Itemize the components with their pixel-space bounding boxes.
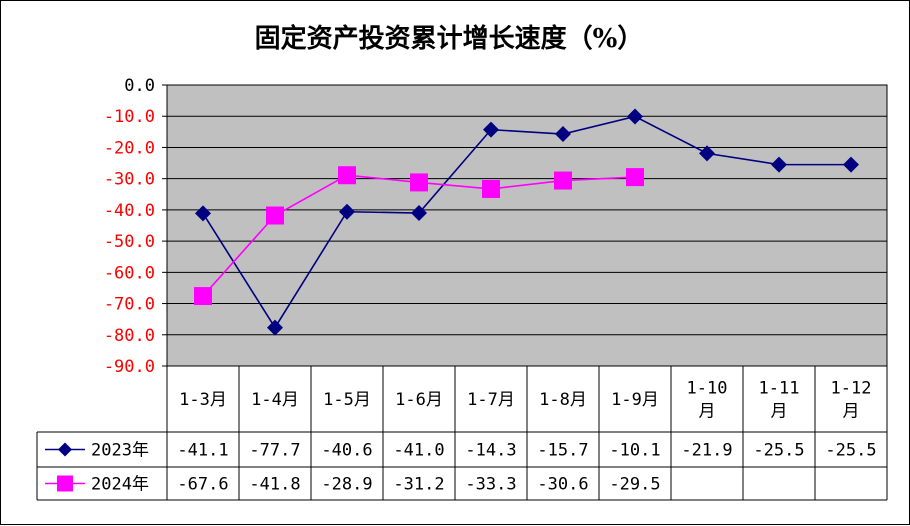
table-value-cell: -30.6: [537, 475, 588, 495]
x-category-label: 1-9月: [611, 390, 659, 410]
table-value-cell: -21.9: [681, 441, 732, 461]
legend-series-name: 2024年: [91, 475, 149, 495]
data-point-diamond: [195, 205, 211, 222]
x-category-label: 1-6月: [395, 390, 443, 410]
x-category-label: 月: [699, 402, 716, 422]
y-tick-label: -20.0: [104, 138, 155, 158]
table-value-cell: -40.6: [321, 441, 372, 461]
x-category-label: 1-3月: [179, 390, 227, 410]
x-category-label: 1-11: [759, 379, 800, 399]
y-tick-label: -80.0: [104, 326, 155, 346]
y-tick-label: 0.0: [124, 76, 155, 96]
y-tick-label: -70.0: [104, 295, 155, 315]
x-category-label: 月: [843, 402, 860, 422]
legend-square-key: [57, 475, 73, 492]
legend-series-name: 2023年: [91, 441, 149, 461]
x-category-label: 1-8月: [539, 390, 587, 410]
series-line-1: [202, 115, 851, 330]
legend-diamond-key: [58, 442, 72, 457]
data-table: 1-3月 1-4月 1-5月 1-6月 1-7月 1-8月 1-9月 1-10 月 1-11 月 1-…: [36, 366, 888, 501]
y-tick-label: -60.0: [104, 263, 155, 283]
x-category-label: 1-10: [687, 379, 728, 399]
data-point-diamond: [339, 203, 355, 220]
table-value-cell: -67.6: [177, 475, 228, 495]
data-point-diamond: [555, 126, 571, 143]
data-point-diamond: [267, 319, 283, 336]
table-value-cell: -25.5: [753, 441, 804, 461]
x-category-label: 1-12: [831, 379, 872, 399]
table-value-cell: -41.1: [177, 441, 228, 461]
data-point-square: [626, 168, 644, 187]
data-point-square: [338, 166, 356, 185]
x-category-label: 1-7月: [467, 390, 515, 410]
x-category-label: 月: [771, 402, 788, 422]
table-value-cell: -41.0: [393, 441, 444, 461]
table-value-cell: -31.2: [393, 475, 444, 495]
y-tick-label: -10.0: [104, 107, 155, 127]
data-point-diamond: [411, 205, 427, 222]
data-point-square: [194, 287, 212, 306]
data-point-diamond: [699, 145, 715, 162]
table-value-cell: -41.8: [249, 475, 300, 495]
chart-title: 固定资产投资累计增长速度（%）: [255, 23, 644, 54]
x-category-label: 1-4月: [251, 390, 299, 410]
y-tick-label: -40.0: [104, 201, 155, 221]
table-value-cell: -15.7: [537, 441, 588, 461]
y-tick-label: -30.0: [104, 170, 155, 190]
table-value-cell: -10.1: [609, 441, 660, 461]
data-point-diamond: [771, 156, 787, 173]
data-point-square: [266, 206, 284, 225]
table-value-cell: -28.9: [321, 475, 372, 495]
y-tick-label: -50.0: [104, 232, 155, 252]
table-value-cell: -25.5: [825, 441, 876, 461]
data-point-diamond: [483, 121, 499, 138]
y-axis-ticks: 0.0 -10.0 -20.0 -30.0 -40.0 -50.0 -60.0 -70.0 -8…: [104, 76, 155, 377]
series-layer: [194, 108, 859, 336]
data-point-diamond: [843, 156, 859, 173]
x-category-label: 1-5月: [323, 390, 371, 410]
table-value-cell: -77.7: [249, 441, 300, 461]
table-value-cell: -33.3: [465, 475, 516, 495]
y-tick-label: -90.0: [104, 357, 155, 377]
data-point-diamond: [627, 108, 643, 125]
data-point-square: [482, 179, 500, 198]
table-value-cell: -29.5: [609, 475, 660, 495]
data-point-square: [554, 171, 572, 190]
data-point-square: [410, 173, 428, 192]
table-value-cell: -14.3: [465, 441, 516, 461]
